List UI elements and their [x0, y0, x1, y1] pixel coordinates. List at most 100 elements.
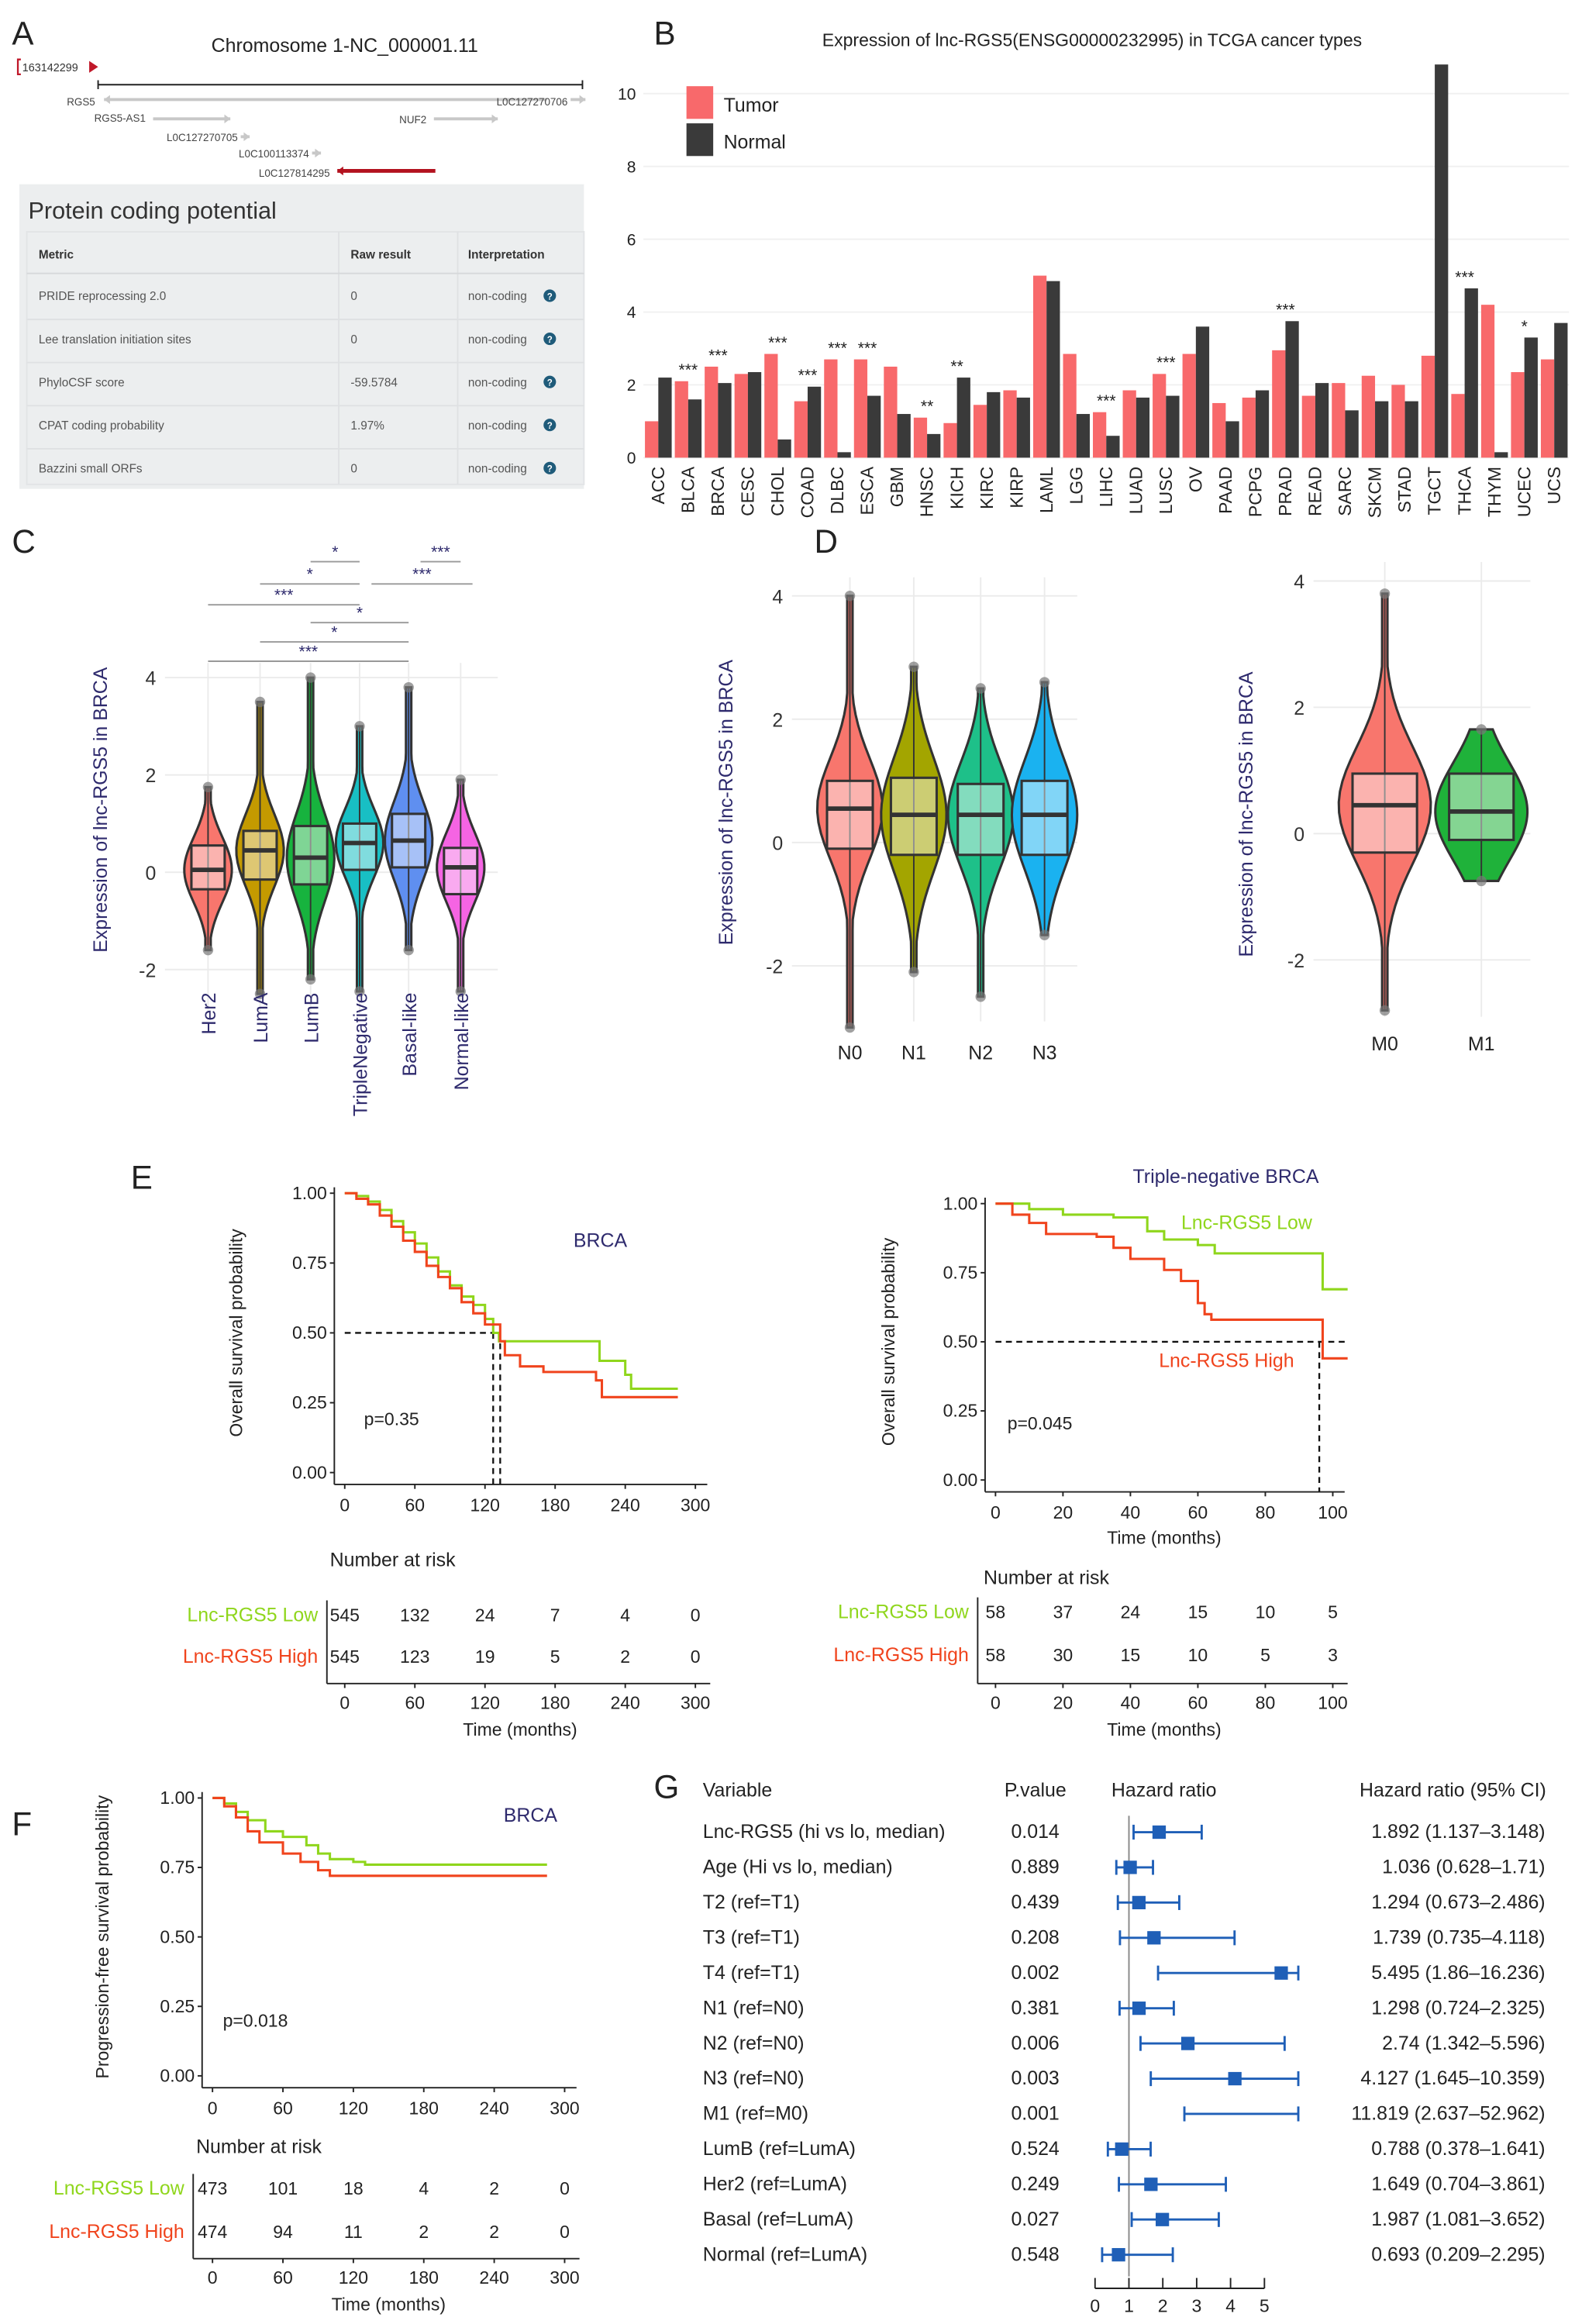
x-tick-label: 240 — [479, 2267, 508, 2288]
table-cell: 0 — [350, 463, 357, 476]
survival-curve-high — [212, 1796, 547, 1877]
bar-tumor — [1212, 402, 1226, 458]
x-tick-label: LAML — [1036, 467, 1056, 513]
x-tick-label: Her2 — [198, 992, 220, 1034]
bar-normal — [927, 433, 941, 458]
x-tick-label: 120 — [470, 1495, 500, 1515]
risk-count: 3 — [1328, 1645, 1338, 1665]
risk-count: 58 — [986, 1645, 1006, 1665]
bar-tumor — [645, 421, 659, 458]
forest-variable: Age (Hi vs lo, median) — [703, 1857, 893, 1878]
y-tick-label: 0.00 — [160, 2066, 195, 2086]
bar-tumor — [764, 353, 778, 458]
y-tick-label: 1.00 — [160, 1788, 195, 1808]
bar-tumor — [973, 405, 987, 458]
survival-curve-high — [995, 1202, 1348, 1360]
risk-row-label: Lnc-RGS5 High — [49, 2221, 184, 2243]
x-tick-label: 20 — [1053, 1692, 1074, 1712]
x-tick-label: 180 — [409, 2267, 439, 2288]
x-tick-label: 3 — [1192, 2296, 1202, 2316]
forest-hr-ci: 1.294 (0.673–2.486) — [1371, 1891, 1545, 1913]
x-tick-label: 1 — [1124, 2296, 1134, 2316]
bar-normal — [987, 391, 1001, 458]
x-tick-label: 0 — [1090, 2296, 1100, 2316]
chromosome-title: Chromosome 1-NC_000001.11 — [212, 35, 478, 57]
forest-p-value: 0.439 — [1011, 1891, 1059, 1913]
curve-legend-label: Lnc-RGS5 High — [1159, 1350, 1294, 1372]
outlier-point — [975, 991, 986, 1002]
curve-legend-label: Lnc-RGS5 Low — [1181, 1212, 1313, 1233]
x-tick-label: 40 — [1121, 1502, 1141, 1522]
question-circle-icon — [543, 461, 557, 474]
bar-tumor — [1122, 390, 1136, 458]
legend-swatch-normal — [686, 123, 714, 157]
legend-label: Tumor — [724, 95, 779, 116]
x-tick-label: 2 — [1158, 2296, 1168, 2316]
x-tick-label: TGCT — [1425, 467, 1445, 515]
hazard-ratio-point — [1180, 2036, 1195, 2050]
forest-p-value: 0.524 — [1011, 2138, 1059, 2160]
significance-label: *** — [858, 340, 877, 357]
significance-label: *** — [708, 347, 728, 364]
x-tick-label: 60 — [273, 2098, 293, 2119]
table-header: Interpretation — [468, 249, 545, 262]
forest-p-value: 0.001 — [1011, 2103, 1059, 2125]
x-tick-label: READ — [1305, 467, 1325, 516]
significance-label: *** — [1455, 268, 1474, 286]
coding-potential-table — [26, 231, 585, 485]
hazard-ratio-point — [1144, 2177, 1158, 2191]
x-tick-label: THCA — [1454, 466, 1474, 515]
y-axis-label: Progression-free survival probability — [92, 1795, 112, 2078]
bar-tumor — [913, 417, 928, 458]
outlier-point — [908, 967, 919, 978]
significance-label: *** — [679, 361, 698, 379]
table-cell: CPAT coding probability — [39, 419, 164, 433]
forest-hr-ci: 1.892 (1.137–3.148) — [1371, 1821, 1545, 1843]
y-tick-label: 0.25 — [943, 1401, 978, 1421]
risk-count: 18 — [343, 2178, 364, 2198]
x-tick-label: 240 — [610, 1692, 639, 1712]
forest-variable: Her2 (ref=LumA) — [703, 2173, 847, 2195]
outlier-point — [202, 944, 214, 956]
gene-label: L0C127270705 — [167, 132, 238, 143]
plot-title: BRCA — [504, 1805, 558, 1826]
x-tick-label: 60 — [405, 1692, 425, 1712]
risk-table-title: Number at risk — [984, 1567, 1109, 1588]
outlier-point — [844, 1022, 856, 1033]
bar-tumor — [1301, 395, 1315, 458]
forest-hr-ci: 0.788 (0.378–1.641) — [1371, 2138, 1545, 2160]
x-tick-label: TripleNegative — [350, 992, 372, 1116]
risk-count: 58 — [986, 1602, 1006, 1622]
legend-label: Normal — [724, 132, 786, 153]
arrowhead-icon — [315, 148, 322, 158]
risk-table-title: Number at risk — [196, 2136, 322, 2158]
bar-normal — [897, 414, 911, 458]
significance-label: *** — [299, 643, 319, 660]
y-tick-label: 0.75 — [160, 1857, 195, 1877]
hazard-ratio-point — [1123, 1860, 1137, 1874]
panel-label-c: C — [12, 523, 35, 560]
table-cell: Bazzini small ORFs — [39, 463, 143, 476]
significance-label: * — [307, 566, 313, 584]
risk-count: 2 — [419, 2222, 429, 2242]
bar-normal — [1464, 288, 1478, 458]
survival-curve-low — [344, 1191, 678, 1391]
outlier-point — [1039, 929, 1050, 940]
y-tick-label: 6 — [627, 231, 636, 249]
hazard-ratio-point — [1115, 2142, 1129, 2157]
gene-label: RGS5 — [67, 96, 95, 108]
significance-label: *** — [431, 543, 450, 561]
arrowhead-icon — [224, 114, 231, 124]
forest-header: Variable — [703, 1780, 773, 1802]
question-circle-icon — [543, 289, 557, 302]
forest-p-value: 0.249 — [1011, 2173, 1059, 2195]
hazard-ratio-point — [1132, 1895, 1146, 1909]
x-tick-label: DLBC — [827, 467, 847, 514]
x-tick-label: LUSC — [1156, 467, 1176, 514]
y-tick-label: 0 — [627, 450, 636, 467]
bar-tumor — [734, 374, 748, 458]
outlier-point — [455, 774, 466, 785]
bar-tumor — [1361, 375, 1376, 458]
question-mark: ? — [547, 378, 553, 388]
significance-label: ** — [950, 357, 963, 375]
